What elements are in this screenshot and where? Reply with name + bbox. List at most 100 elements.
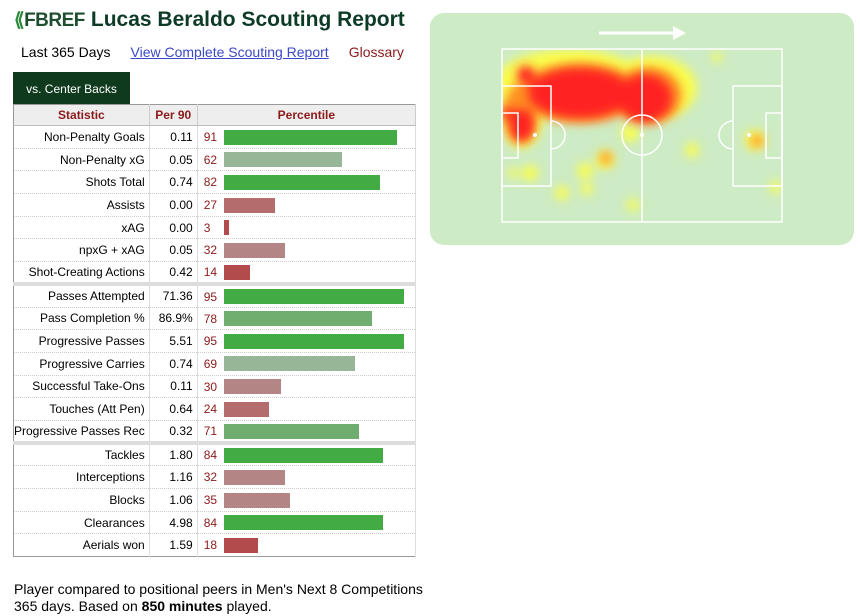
- table-row: npxG + xAG 0.05 32: [13, 238, 417, 263]
- per90-value: 1.06: [149, 488, 198, 512]
- percentile-value: 78: [203, 311, 218, 326]
- percentile-value: 69: [203, 356, 218, 371]
- table-row: Progressive Carries 0.74 69: [13, 352, 417, 376]
- percentile-bar: [223, 174, 380, 190]
- fbref-logo[interactable]: ⟪FBREF: [14, 9, 85, 31]
- percentile-bar: [223, 197, 276, 213]
- percentile-bar: [223, 333, 405, 349]
- per90-value: 0.05: [149, 238, 198, 263]
- header-statistic: Statistic: [13, 104, 150, 126]
- percentile-value: 24: [203, 402, 218, 417]
- tab-center-backs[interactable]: vs. Center Backs: [13, 72, 130, 105]
- percentile-value: 27: [203, 198, 218, 213]
- table-row: Shot-Creating Actions 0.42 14: [13, 261, 417, 285]
- percentile-value: 3: [203, 220, 211, 235]
- percentile-cell: 24: [197, 397, 417, 421]
- percentile-bar: [223, 447, 384, 463]
- table-row: xAG 0.00 3: [13, 216, 417, 240]
- percentile-bar: [223, 379, 281, 395]
- stat-name[interactable]: Progressive Passes: [13, 329, 150, 353]
- percentile-value: 91: [203, 130, 218, 144]
- percentile-bar: [223, 264, 251, 280]
- stat-name[interactable]: Progressive Passes Rec: [13, 420, 150, 444]
- stat-name[interactable]: Pass Completion %: [13, 307, 150, 331]
- stat-name[interactable]: Clearances: [13, 511, 150, 535]
- stat-name[interactable]: Blocks: [13, 488, 150, 512]
- per90-value: 0.05: [149, 148, 198, 172]
- percentile-bar: [223, 220, 230, 236]
- table-row: Progressive Passes Rec 0.32 71: [13, 420, 417, 444]
- stat-name[interactable]: xAG: [13, 216, 150, 240]
- percentile-bar: [223, 129, 397, 145]
- table-row: Pass Completion % 86.9% 78: [13, 307, 417, 331]
- percentile-value: 95: [203, 334, 218, 349]
- percentile-cell: 3: [197, 216, 417, 240]
- percentile-cell: 27: [197, 193, 417, 217]
- per90-value: 5.51: [149, 329, 198, 353]
- percentile-value: 62: [203, 152, 218, 167]
- stat-name[interactable]: Tackles: [13, 441, 150, 467]
- percentile-cell: 18: [197, 533, 417, 558]
- per90-value: 0.74: [149, 170, 198, 195]
- per90-value: 1.80: [149, 441, 198, 467]
- table-row: Tackles 1.80 84: [13, 441, 417, 467]
- percentile-cell: 69: [197, 352, 417, 376]
- table-row: Assists 0.00 27: [13, 193, 417, 217]
- per90-value: 0.32: [149, 420, 198, 444]
- table-row: Non-Penalty Goals 0.11 91: [13, 125, 417, 149]
- percentile-value: 30: [203, 379, 218, 394]
- stat-name[interactable]: Passes Attempted: [13, 282, 150, 308]
- per90-value: 0.11: [149, 375, 198, 399]
- stat-name[interactable]: Assists: [13, 193, 150, 217]
- table-row: Clearances 4.98 84: [13, 511, 417, 535]
- heatmap-pitch: [501, 26, 783, 223]
- stat-name[interactable]: Interceptions: [13, 465, 150, 489]
- header: ⟪FBREF Lucas Beraldo Scouting Report: [14, 8, 405, 32]
- stat-name[interactable]: Successful Take-Ons: [13, 375, 150, 399]
- percentile-bar: [223, 152, 342, 168]
- percentile-cell: 30: [197, 375, 417, 399]
- percentile-bar: [223, 492, 291, 508]
- percentile-bar: [223, 289, 405, 305]
- percentile-value: 14: [203, 265, 218, 280]
- stat-name[interactable]: Aerials won: [13, 533, 150, 558]
- percentile-value: 84: [203, 515, 218, 530]
- table-row: Non-Penalty xG 0.05 62: [13, 148, 417, 172]
- scouting-table: Statistic Per 90 Percentile Non-Penalty …: [13, 104, 417, 558]
- percentile-value: 84: [203, 448, 218, 463]
- stat-name[interactable]: Shot-Creating Actions: [13, 261, 150, 285]
- stat-name[interactable]: Non-Penalty Goals: [13, 125, 150, 149]
- stat-name[interactable]: Progressive Carries: [13, 352, 150, 376]
- percentile-value: 32: [203, 470, 218, 485]
- stat-name[interactable]: Touches (Att Pen): [13, 397, 150, 421]
- header-percentile: Percentile: [197, 104, 417, 126]
- percentile-cell: 84: [197, 441, 417, 467]
- direction-arrow-icon: [599, 26, 686, 40]
- footer-line1: Player compared to positional peers in M…: [14, 581, 423, 597]
- percentile-bar: [223, 515, 384, 531]
- stat-name[interactable]: Shots Total: [13, 170, 150, 195]
- percentile-cell: 32: [197, 465, 417, 489]
- minutes-played: 850 minutes: [141, 598, 223, 614]
- complete-report-link[interactable]: View Complete Scouting Report: [130, 44, 329, 60]
- per90-value: 1.16: [149, 465, 198, 489]
- per90-value: 4.98: [149, 511, 198, 535]
- per90-value: 0.11: [149, 125, 198, 149]
- percentile-value: 95: [203, 289, 218, 304]
- subnav: Last 365 Days View Complete Scouting Rep…: [21, 44, 404, 60]
- page-title: Lucas Beraldo Scouting Report: [90, 8, 405, 31]
- table-row: Successful Take-Ons 0.11 30: [13, 375, 417, 399]
- percentile-cell: 95: [197, 282, 417, 308]
- footer-line2: 365 days. Based on 850 minutes played.: [14, 598, 272, 614]
- glossary-link[interactable]: Glossary: [348, 44, 404, 60]
- table-row: Touches (Att Pen) 0.64 24: [13, 397, 417, 421]
- percentile-bar: [223, 311, 372, 326]
- percentile-bar: [223, 469, 285, 485]
- percentile-bar: [223, 356, 355, 372]
- percentile-bar: [223, 401, 270, 417]
- percentile-cell: 32: [197, 238, 417, 263]
- stat-name[interactable]: Non-Penalty xG: [13, 148, 150, 172]
- percentile-value: 71: [203, 424, 218, 439]
- percentile-cell: 35: [197, 488, 417, 512]
- stat-name[interactable]: npxG + xAG: [13, 238, 150, 263]
